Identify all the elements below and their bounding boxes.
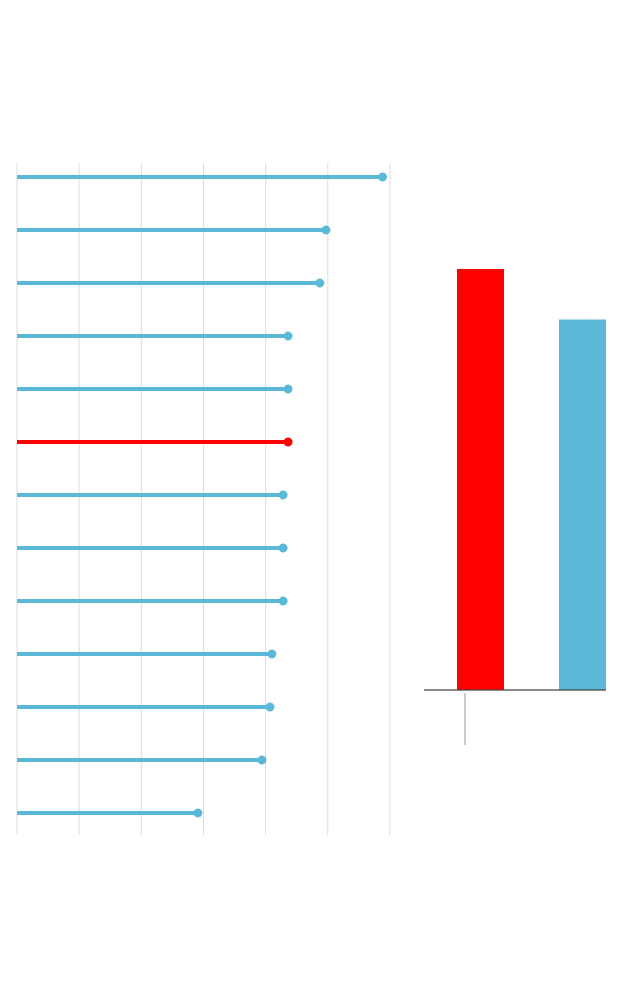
bar <box>457 269 504 690</box>
lollipop-dot <box>257 755 267 765</box>
lollipop-dot <box>315 278 325 288</box>
lollipop-dot-highlight <box>283 437 293 447</box>
lollipop-dot <box>283 384 293 394</box>
lollipop-dot <box>267 649 277 659</box>
lollipop-dot <box>278 543 288 553</box>
lollipop-dot <box>321 225 331 235</box>
lollipop-dot <box>265 702 275 712</box>
lollipop-dot <box>193 808 203 818</box>
lollipop-dot <box>278 490 288 500</box>
bar <box>559 319 606 690</box>
lollipop-dot <box>283 331 293 341</box>
lollipop-dot <box>378 172 388 182</box>
lollipop-dot <box>278 596 288 606</box>
